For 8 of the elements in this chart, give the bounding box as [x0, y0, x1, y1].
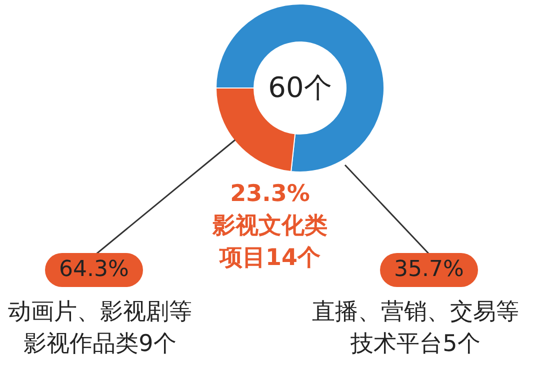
slice-label: 影视文化类项目14个: [211, 212, 328, 273]
data-label: 23.3%: [229, 180, 311, 209]
text: 60个: [267, 71, 333, 104]
text: 直播、营销、交易等技术平台5个: [311, 298, 520, 359]
text: 动画片、影视剧等影视作品类9个: [7, 298, 193, 359]
text: 64.3%: [45, 253, 143, 287]
donut-slice: [216, 4, 384, 172]
text: 35.7%: [380, 253, 478, 287]
